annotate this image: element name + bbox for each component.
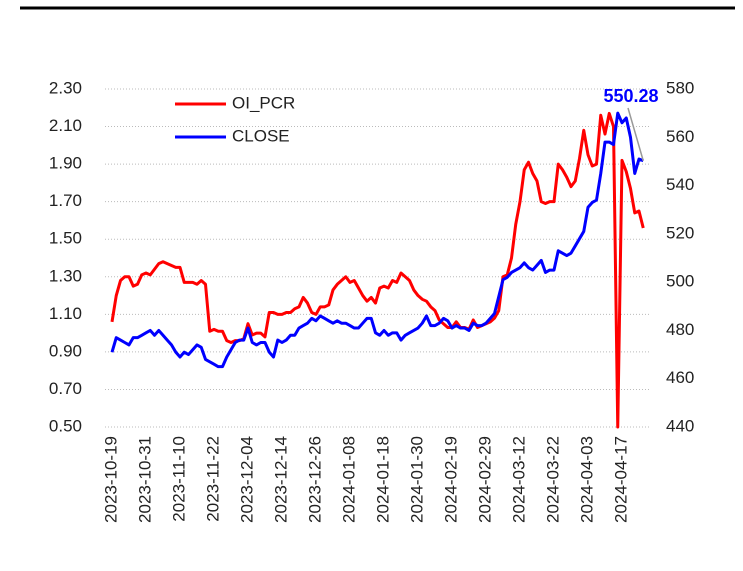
label-leader	[627, 107, 644, 161]
x-tick-label: 2024-01-08	[339, 436, 358, 523]
y2-tick-label: 540	[666, 175, 694, 194]
y2-tick-label: 480	[666, 320, 694, 339]
y-tick-label: 1.70	[49, 191, 82, 210]
x-tick-label: 2024-02-19	[441, 436, 460, 523]
x-tick-label: 2024-03-22	[543, 436, 562, 523]
y2-tick-label: 520	[666, 223, 694, 242]
legend-label: OI_PCR	[232, 93, 295, 112]
y2-tick-label: 460	[666, 368, 694, 387]
y-tick-label: 2.30	[49, 78, 82, 97]
y-tick-label: 1.50	[49, 229, 82, 248]
y-tick-label: 1.30	[49, 266, 82, 285]
x-tick-label: 2023-12-04	[237, 436, 256, 523]
x-tick-label: 2023-11-10	[169, 436, 188, 522]
data-label: 550.28	[603, 86, 658, 106]
y-tick-label: 0.70	[49, 379, 82, 398]
y-tick-label: 0.90	[49, 341, 82, 360]
x-tick-label: 2024-02-29	[475, 436, 494, 523]
y-tick-label: 2.10	[49, 116, 82, 135]
x-tick-label: 2024-04-03	[577, 436, 596, 523]
x-tick-label: 2024-03-12	[509, 436, 528, 523]
x-tick-label: 2024-01-30	[407, 436, 426, 523]
y-tick-label: 0.50	[49, 416, 82, 435]
y-tick-label: 1.90	[49, 154, 82, 173]
y2-tick-label: 440	[666, 416, 694, 435]
y2-tick-label: 500	[666, 272, 694, 291]
x-tick-label: 2023-10-19	[101, 436, 120, 523]
x-tick-label: 2023-12-26	[305, 436, 324, 523]
y-tick-label: 1.10	[49, 304, 82, 323]
x-tick-label: 2024-01-18	[373, 436, 392, 523]
legend-label: CLOSE	[232, 126, 290, 145]
y2-tick-label: 580	[666, 78, 694, 97]
series-line	[110, 111, 645, 429]
x-tick-label: 2023-11-22	[203, 436, 222, 522]
x-tick-label: 2023-12-14	[271, 436, 290, 523]
series-line	[110, 111, 644, 369]
y2-tick-label: 560	[666, 127, 694, 146]
x-tick-label: 2023-10-31	[135, 436, 154, 523]
x-tick-label: 2024-04-17	[611, 436, 630, 523]
